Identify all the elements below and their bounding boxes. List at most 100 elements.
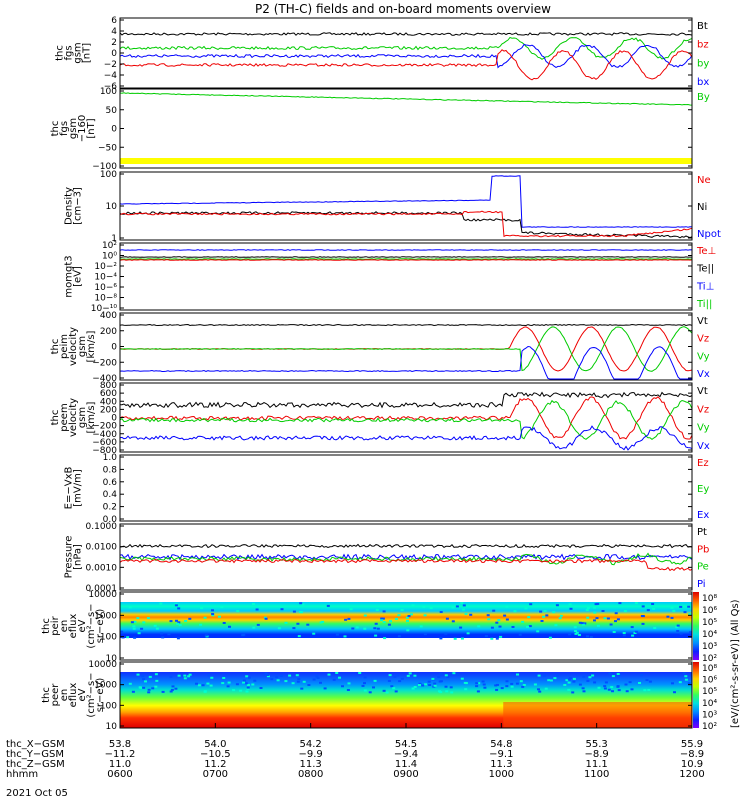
y-axis-label: [eV] <box>73 266 84 287</box>
spectrogram-pixel <box>153 624 157 627</box>
x-axis-value: 11.0 <box>109 759 131 770</box>
spectrogram-pixel <box>495 688 499 691</box>
spectrogram-pixel <box>387 679 391 682</box>
legend-vt: Vt <box>697 386 708 397</box>
spectrogram-pixel <box>594 603 598 606</box>
y-tick-label: 1 <box>111 234 117 244</box>
y-axis-label: thc <box>50 339 61 355</box>
series-vz <box>120 396 692 440</box>
spectrogram-pixel <box>279 674 283 677</box>
spectrogram-pixel <box>400 609 404 611</box>
spectrogram-pixel <box>630 626 634 629</box>
spectrogram-pixel <box>276 679 280 682</box>
x-axis-value: 54.0 <box>204 739 226 750</box>
x-axis-value: −9.9 <box>299 749 323 760</box>
spectrogram-pixel <box>373 627 377 630</box>
spectrogram-pixel <box>264 672 268 675</box>
spectrogram-pixel <box>486 614 490 617</box>
spectrogram-pixel <box>266 674 270 676</box>
spectrogram-pixel <box>453 637 457 640</box>
spectrogram-pixel <box>689 631 692 634</box>
series-tiperp <box>120 249 692 251</box>
spectrogram-pixel <box>505 618 509 621</box>
spectrogram-pixel <box>408 672 412 675</box>
legend-pe: Pe <box>697 562 709 573</box>
spectrogram-pixel <box>529 603 533 606</box>
spectrogram-pixel <box>398 680 402 683</box>
spectrogram-pixel <box>253 679 257 682</box>
spectrogram-pixel <box>552 611 556 614</box>
panel-2-plot <box>120 92 692 164</box>
y-tick-label: 0.4 <box>103 490 118 500</box>
spectrogram-pixel <box>475 685 479 688</box>
spectrogram-pixel <box>610 686 614 689</box>
y-tick-label: 1000 <box>94 611 117 621</box>
spectrogram-pixel <box>673 691 676 694</box>
x-axis-value: 54.2 <box>300 739 322 750</box>
spectrogram-pixel <box>361 684 365 687</box>
spectrogram-pixel <box>495 637 499 640</box>
spectrogram-pixel <box>355 626 359 629</box>
spectrogram-pixel <box>207 674 211 677</box>
spectrogram-pixel <box>284 680 288 683</box>
spectrogram-pixel <box>586 635 589 638</box>
y-tick-label: −400 <box>92 374 117 384</box>
spectrogram-pixel <box>175 619 178 622</box>
spectrogram-pixel <box>445 617 449 620</box>
y-tick-label: 1.0 <box>103 453 118 463</box>
spectrogram-pixel <box>372 686 375 689</box>
spectrogram-pixel <box>197 684 201 687</box>
spectrogram-pixel <box>120 630 124 633</box>
spectrogram-pixel <box>446 675 450 678</box>
spectrogram-pixel <box>614 620 617 623</box>
spectrogram-pixel <box>628 681 632 684</box>
series-pt <box>120 543 692 549</box>
spectrogram-pixel <box>413 674 417 677</box>
spectrogram-pixel <box>572 680 576 683</box>
x-axis-value: 54.5 <box>395 739 417 750</box>
series-ni <box>120 211 692 239</box>
spectrogram-pixel <box>482 683 486 686</box>
spectrogram-pixel <box>211 609 214 612</box>
spectrogram-pixel <box>537 688 540 691</box>
spectrogram-pixel <box>616 685 620 688</box>
spectrogram-pixel <box>460 602 464 605</box>
spectrogram-pixel <box>138 686 142 689</box>
spectrogram-pixel <box>616 673 620 675</box>
spectrogram-pixel <box>511 626 515 628</box>
x-axis-value: 1100 <box>584 769 609 780</box>
spectrogram-pixel <box>675 626 679 629</box>
spectrogram-pixel <box>645 679 649 681</box>
spectrogram-pixel <box>510 682 514 685</box>
spectrogram-pixel <box>630 688 634 691</box>
spectrogram-pixel <box>419 625 423 628</box>
spectrogram-pixel <box>450 691 454 694</box>
spectrogram-pixel <box>497 619 501 622</box>
panel-8-frame <box>119 523 693 591</box>
spectrogram-pixel <box>505 685 509 688</box>
spectrogram-pixel <box>537 674 541 677</box>
y-axis-label: gsm <box>77 336 88 357</box>
series-vx <box>120 345 692 380</box>
y-axis-label: fgs <box>64 45 75 60</box>
spectrogram-region <box>503 702 692 728</box>
spectrogram-pixel <box>499 635 503 638</box>
spectrogram-pixel <box>155 627 159 630</box>
legend-vy: Vy <box>697 351 710 362</box>
panel-7: 1.0 0.8 0.6 0.4 0.2 0.0 E=−VxB[mV/m] Ez Ey Ex <box>64 453 710 525</box>
spectrogram-pixel <box>640 615 644 617</box>
x-axis-value: 54.8 <box>490 739 512 750</box>
x-axis-value: 11.2 <box>204 759 226 770</box>
spectrogram-pixel <box>245 675 249 678</box>
spectrogram-pixel <box>683 611 687 614</box>
x-axis-value: −9.4 <box>394 749 418 760</box>
spectrogram-pixel <box>618 602 622 605</box>
spectrogram-pixel <box>128 606 132 609</box>
spectrogram-pixel <box>413 686 417 688</box>
x-axis-value: 0600 <box>107 769 132 780</box>
spectrogram-pixel <box>651 603 655 605</box>
spectrogram-pixel <box>200 607 204 610</box>
y-tick-label: 0.8 <box>103 465 118 475</box>
spectrogram-pixel <box>368 691 372 694</box>
y-tick-label: 10000 <box>88 660 117 670</box>
